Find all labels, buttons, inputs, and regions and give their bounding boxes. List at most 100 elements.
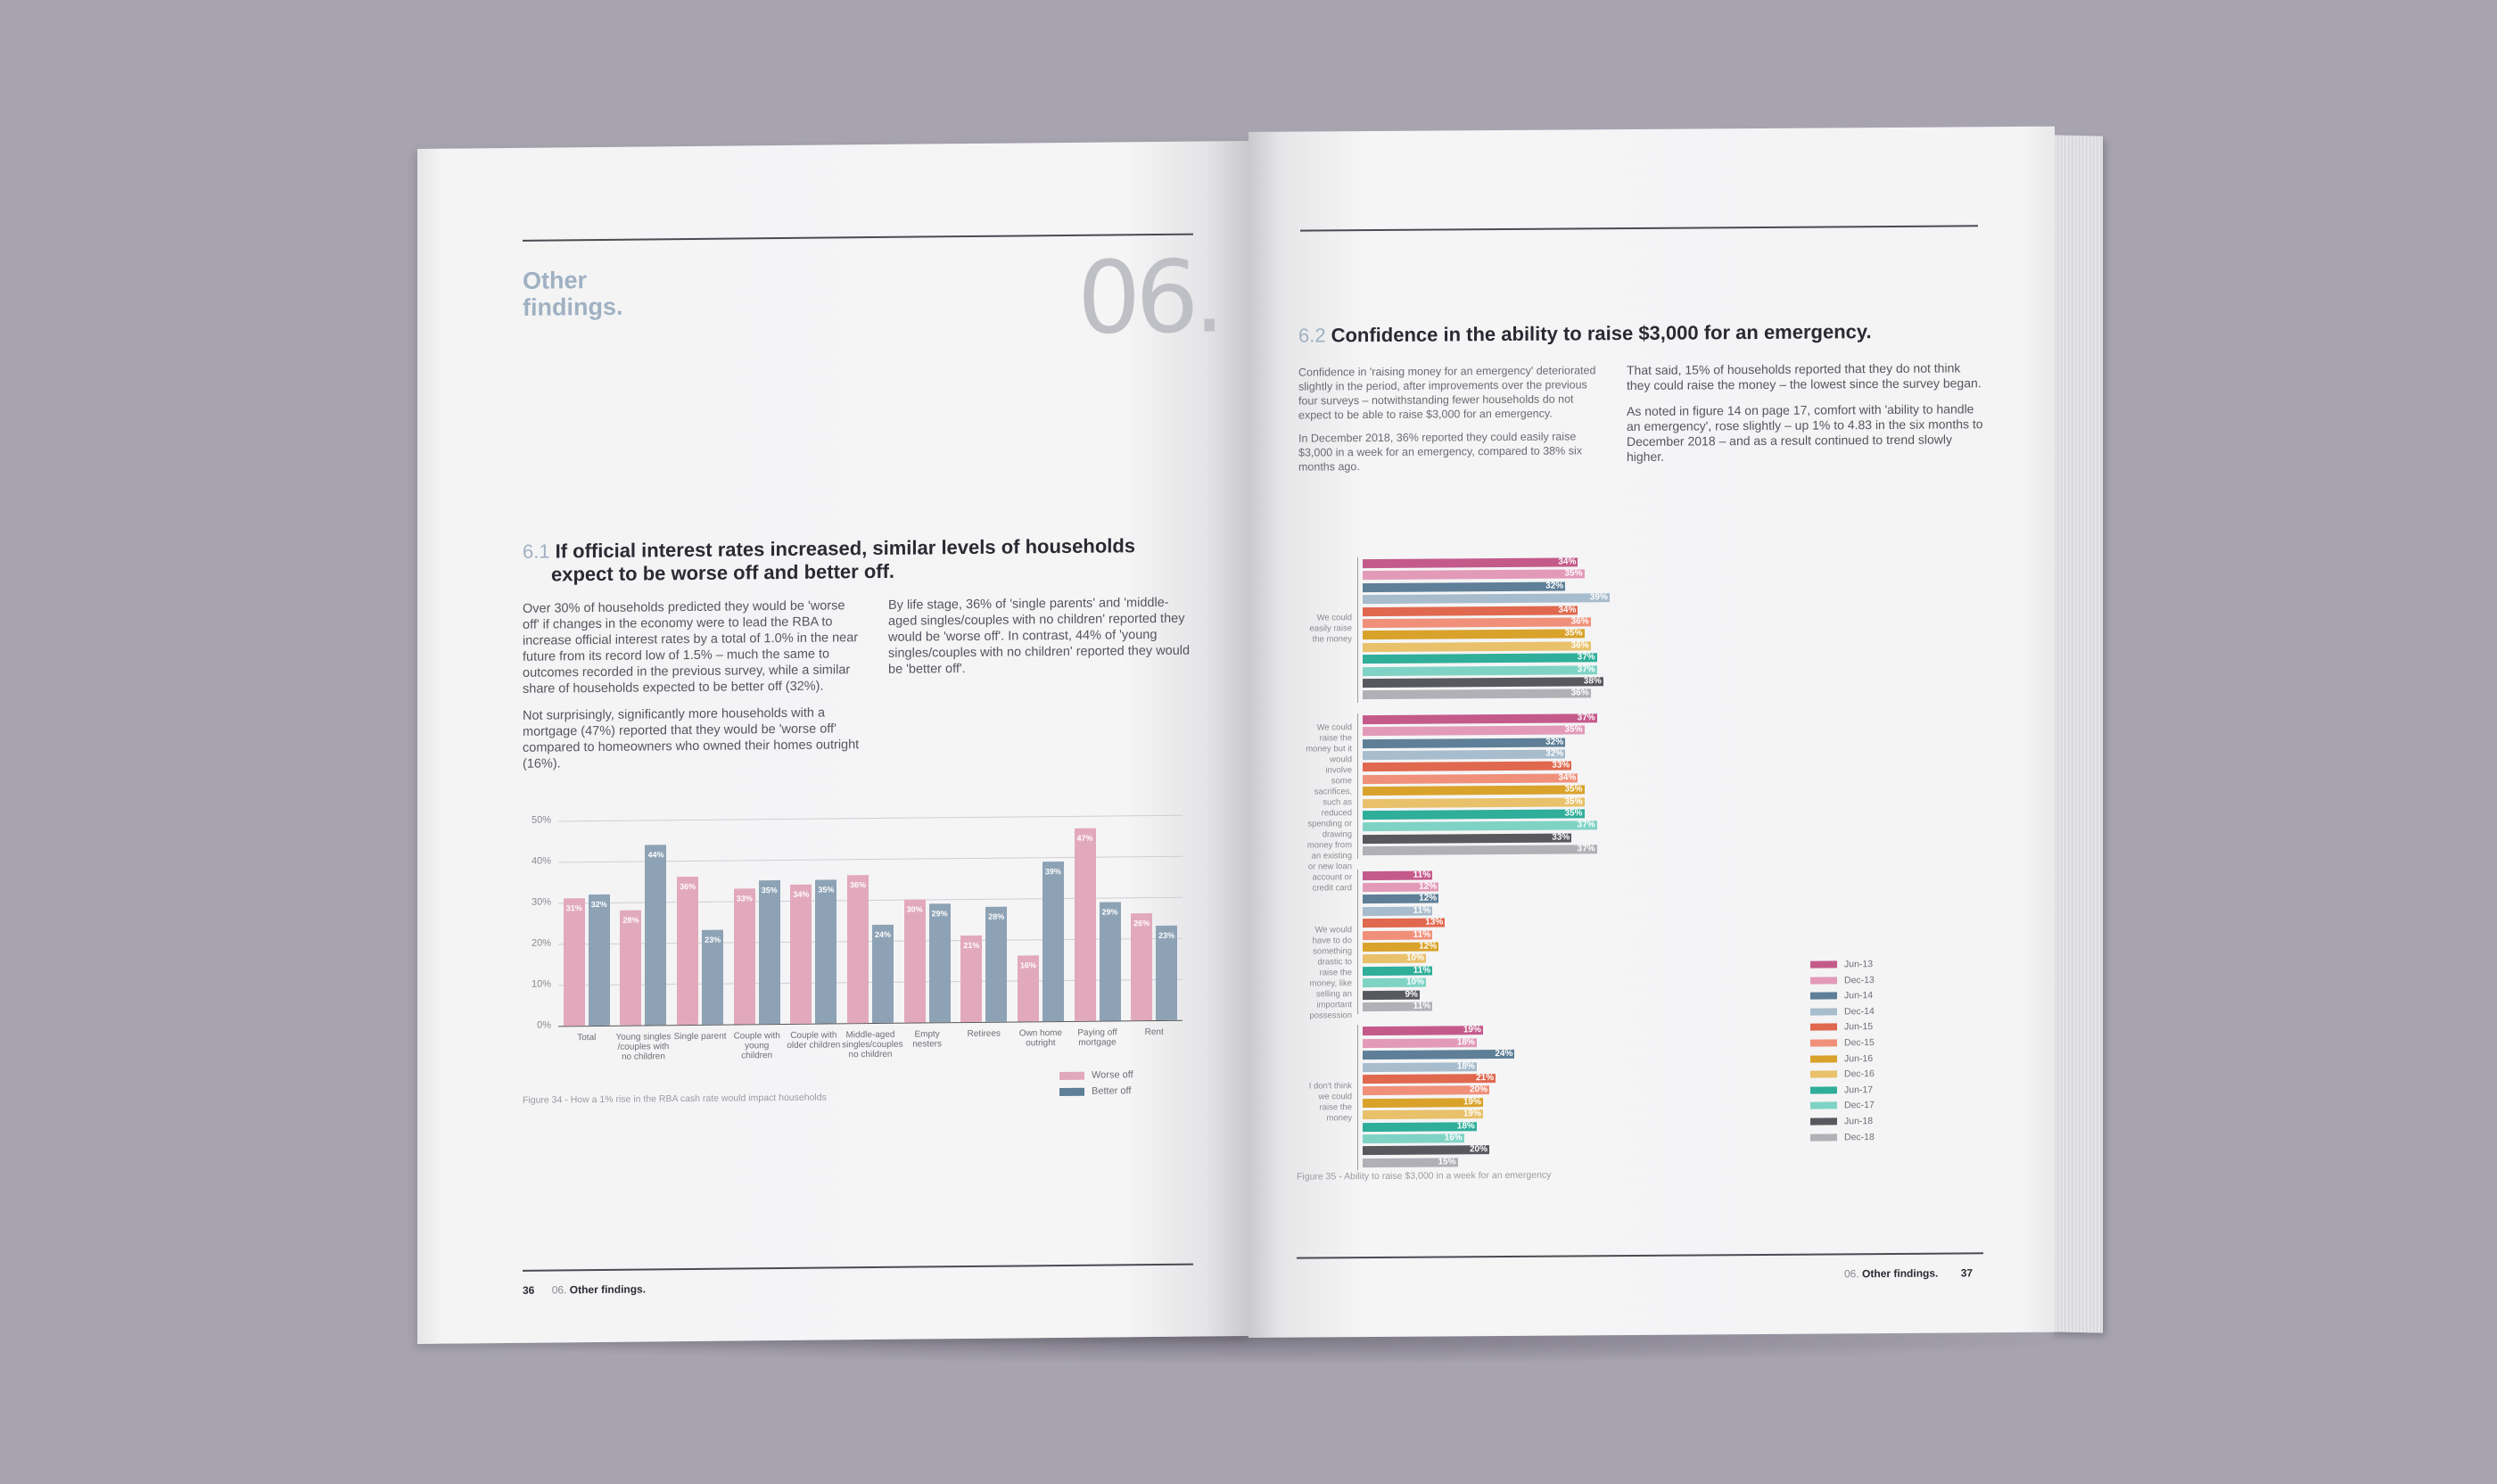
figure-35-legend: Jun-13 Dec-13 Jun-14 Dec-14 Jun-15 Dec-15 Jun-… (1810, 959, 1917, 1156)
hbar-jun-13 (1363, 713, 1597, 724)
legend-item-dec-17: Dec-17 (1810, 1100, 1875, 1111)
legend-swatch (1810, 1023, 1837, 1031)
bar-value-label: 23% (705, 935, 721, 945)
hbar-value-label: 12% (1419, 893, 1438, 904)
hbar-value-label: 33% (1552, 832, 1570, 843)
bar-value-label: 33% (736, 894, 753, 903)
hbar-dec-18 (1363, 845, 1597, 856)
bar-value-label: 28% (622, 915, 639, 925)
hbar-value-label: 32% (1545, 748, 1564, 759)
body-column-1: Over 30% of households predicted they wo… (523, 598, 860, 771)
bar-worse-off (620, 910, 642, 1026)
hbar-jun-15 (1363, 606, 1578, 616)
hbar-value-label: 34% (1558, 605, 1577, 615)
legend-swatch (1810, 960, 1837, 969)
x-category-label: Own home outright (1018, 1028, 1063, 1049)
bar-value-label: 35% (818, 885, 835, 895)
legend-swatch (1810, 1086, 1837, 1094)
x-category-label: Couple with young children (733, 1031, 780, 1061)
legend-item-jun-14: Jun-14 (1810, 990, 1874, 1002)
figure-34-chart: 0% 10% 20% 30% 40% 50% 31% 32% Total 28% 44% Young … (523, 806, 1200, 1062)
hbar-dec-17 (1363, 820, 1597, 832)
hbar-dec-14 (1363, 593, 1610, 605)
group-label: We could raise the money but it would in… (1306, 721, 1352, 894)
hbar-dec-15 (1363, 617, 1591, 629)
legend-better-off: Better off (1059, 1085, 1131, 1097)
x-category-label: Couple with older children (787, 1030, 841, 1051)
figure-caption: Figure 34 - How a 1% rise in the RBA cas… (523, 1092, 827, 1106)
bar-value-label: 21% (963, 941, 980, 951)
y-tick-label: 50% (531, 814, 551, 826)
x-category-label: Middle-aged singles/couples no children (842, 1029, 903, 1060)
group-axis (1357, 713, 1358, 859)
hbar-value-label: 35% (1564, 796, 1583, 807)
hbar-value-label: 35% (1564, 808, 1583, 819)
legend-label: Dec-16 (1844, 1068, 1875, 1080)
hbar-jun-17 (1363, 809, 1585, 820)
bar-worse-off (790, 884, 812, 1024)
hbar-value-label: 11% (1413, 965, 1431, 976)
bar-value-label: 36% (680, 882, 696, 892)
hbar-value-label: 36% (1570, 616, 1589, 627)
bottom-rule (523, 1263, 1193, 1272)
hbar-value-label: 16% (1444, 1133, 1463, 1143)
hbar-value-label: 35% (1564, 784, 1583, 795)
bar-better-off (588, 894, 610, 1026)
legend-label: Jun-15 (1844, 1021, 1874, 1033)
section-label: Other findings. (523, 267, 623, 321)
hbar-value-label: 13% (1425, 917, 1444, 928)
legend-swatch (1810, 1070, 1837, 1078)
bar-better-off (1099, 901, 1121, 1021)
hbar-value-label: 34% (1558, 772, 1577, 783)
legend-swatch (1810, 992, 1837, 1000)
hbar-value-label: 12% (1419, 941, 1438, 952)
group-label: I don't think we could raise the money (1308, 1080, 1352, 1124)
y-tick-label: 40% (531, 855, 551, 867)
legend-swatch (1059, 1087, 1084, 1096)
legend-worse-off: Worse off (1059, 1069, 1133, 1081)
legend-item-dec-15: Dec-15 (1810, 1037, 1875, 1049)
hbar-dec-13 (1363, 725, 1585, 737)
hbar-value-label: 15% (1438, 1157, 1456, 1167)
legend-label: Jun-14 (1844, 990, 1874, 1002)
x-category-label: Retirees (967, 1028, 1001, 1040)
legend-item-dec-13: Dec-13 (1810, 975, 1875, 986)
hbar-value-label: 11% (1413, 905, 1431, 916)
legend-label: Jun-18 (1844, 1116, 1874, 1127)
hbar-value-label: 11% (1413, 1001, 1431, 1011)
y-tick-label: 10% (531, 978, 551, 990)
gridline (558, 814, 1183, 822)
hbar-value-label: 11% (1413, 929, 1431, 940)
left-page: Other findings. 06. 6.1 If official inter… (417, 141, 1248, 1344)
bar-better-off (645, 844, 667, 1026)
bar-worse-off (1131, 913, 1153, 1021)
legend-label: Dec-14 (1844, 1005, 1875, 1018)
hbar-value-label: 10% (1405, 977, 1424, 987)
legend-label: Jun-16 (1844, 1052, 1874, 1064)
legend-swatch (1810, 1039, 1837, 1047)
hbar-value-label: 35% (1564, 568, 1583, 579)
x-category-label: Rent (1144, 1026, 1164, 1038)
legend-item-jun-13: Jun-13 (1810, 959, 1873, 969)
hbar-dec-16 (1363, 796, 1585, 808)
legend-label: Dec-15 (1844, 1037, 1875, 1049)
bar-worse-off (1074, 828, 1096, 1021)
bar-better-off (1042, 861, 1064, 1022)
legend-label: Dec-18 (1844, 1131, 1875, 1142)
hbar-jun-18 (1363, 833, 1572, 844)
hbar-value-label: 37% (1577, 713, 1595, 723)
legend-swatch (1810, 976, 1837, 985)
hbar-jun-18 (1363, 677, 1603, 688)
bar-value-label: 30% (906, 904, 923, 914)
y-tick-label: 0% (537, 1019, 551, 1031)
legend-swatch (1810, 1008, 1837, 1016)
hbar-value-label: 33% (1552, 760, 1570, 771)
legend-item-jun-16: Jun-16 (1810, 1053, 1873, 1064)
y-tick-label: 20% (531, 937, 551, 949)
legend-swatch (1810, 1117, 1837, 1125)
group-axis (1357, 557, 1358, 703)
legend-swatch (1810, 1054, 1837, 1063)
body-column-1: Confidence in 'raising money for an emer… (1298, 364, 1596, 474)
bar-value-label: 26% (1133, 919, 1150, 928)
hbar-value-label: 10% (1405, 953, 1424, 964)
